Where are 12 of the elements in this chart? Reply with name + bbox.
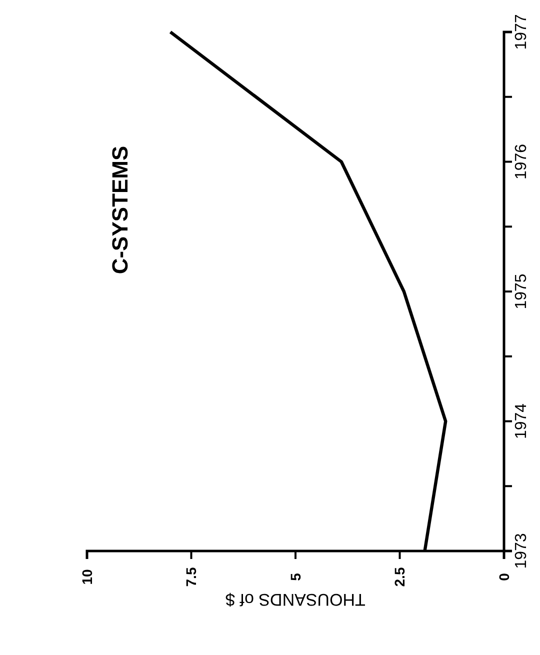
- x-tick-label: 0: [496, 572, 512, 581]
- x-tick-label: 7.5: [183, 567, 200, 587]
- y2-tick-label: 1977: [513, 14, 530, 50]
- y2-tick-label: 1975: [513, 274, 530, 310]
- x-tick-label: 2.5: [392, 567, 408, 587]
- y2-tick-label: 1973: [513, 533, 530, 569]
- x-tick-label: 5: [287, 572, 304, 581]
- y2-tick-label: 1974: [513, 403, 530, 440]
- y2-tick-label: 1976: [513, 144, 530, 180]
- x-tick-label: 10: [78, 569, 95, 585]
- text: C-SYSTEMS: [108, 146, 133, 274]
- x-axis-title: THOUSANDS of $: [225, 590, 366, 610]
